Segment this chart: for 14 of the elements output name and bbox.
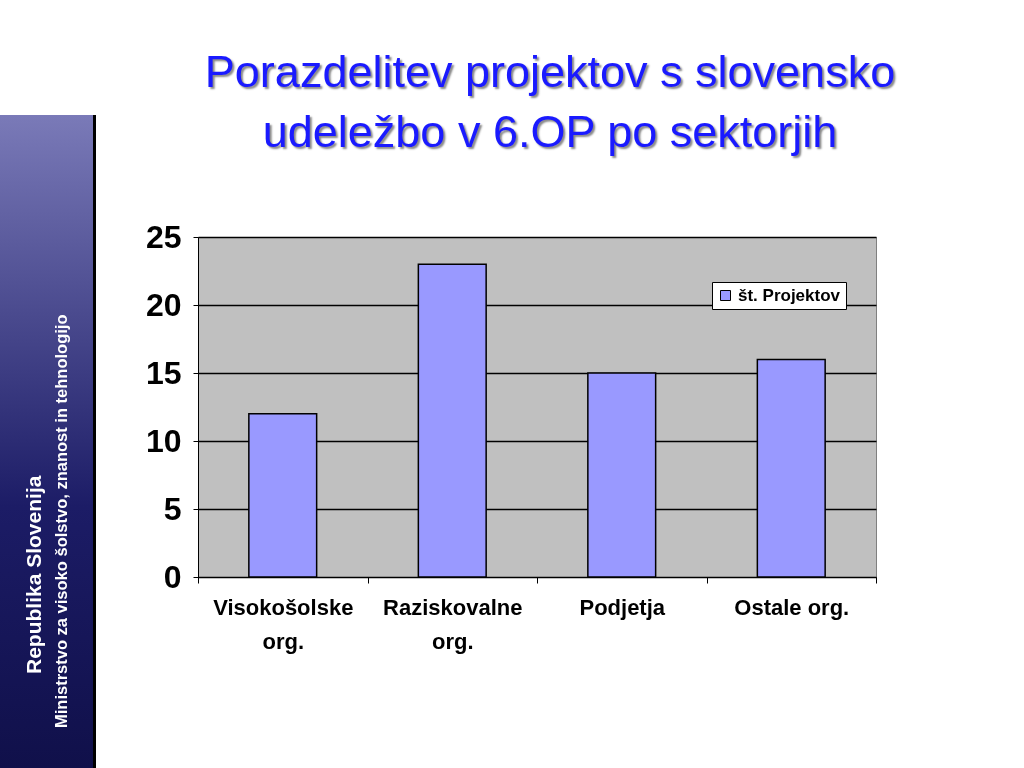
text: Ministrstvo za visoko šolstvo, znanost in tehnologijo <box>52 314 71 728</box>
x-tick-label: Visokošolske org. <box>213 594 354 654</box>
text: Republika Slovenija <box>22 475 46 675</box>
x-tick-label: Podjetja <box>579 594 666 620</box>
legend-label: št. Projektov <box>738 285 841 305</box>
y-tick-label: 5 <box>163 490 182 527</box>
x-tick-label: Raziskovalne org. <box>383 594 523 654</box>
y-tick-label: 15 <box>145 354 182 391</box>
y-tick-label: 0 <box>163 558 182 595</box>
y-tick-label: 20 <box>145 286 182 323</box>
y-tick-label: 25 <box>145 218 182 255</box>
chart-title: Porazdelitev projektov s slovensko udeležbo v 6.OP po sektorjih <box>203 45 897 159</box>
y-tick-label: 10 <box>145 422 182 459</box>
x-tick-label: Ostale org. <box>734 594 850 620</box>
